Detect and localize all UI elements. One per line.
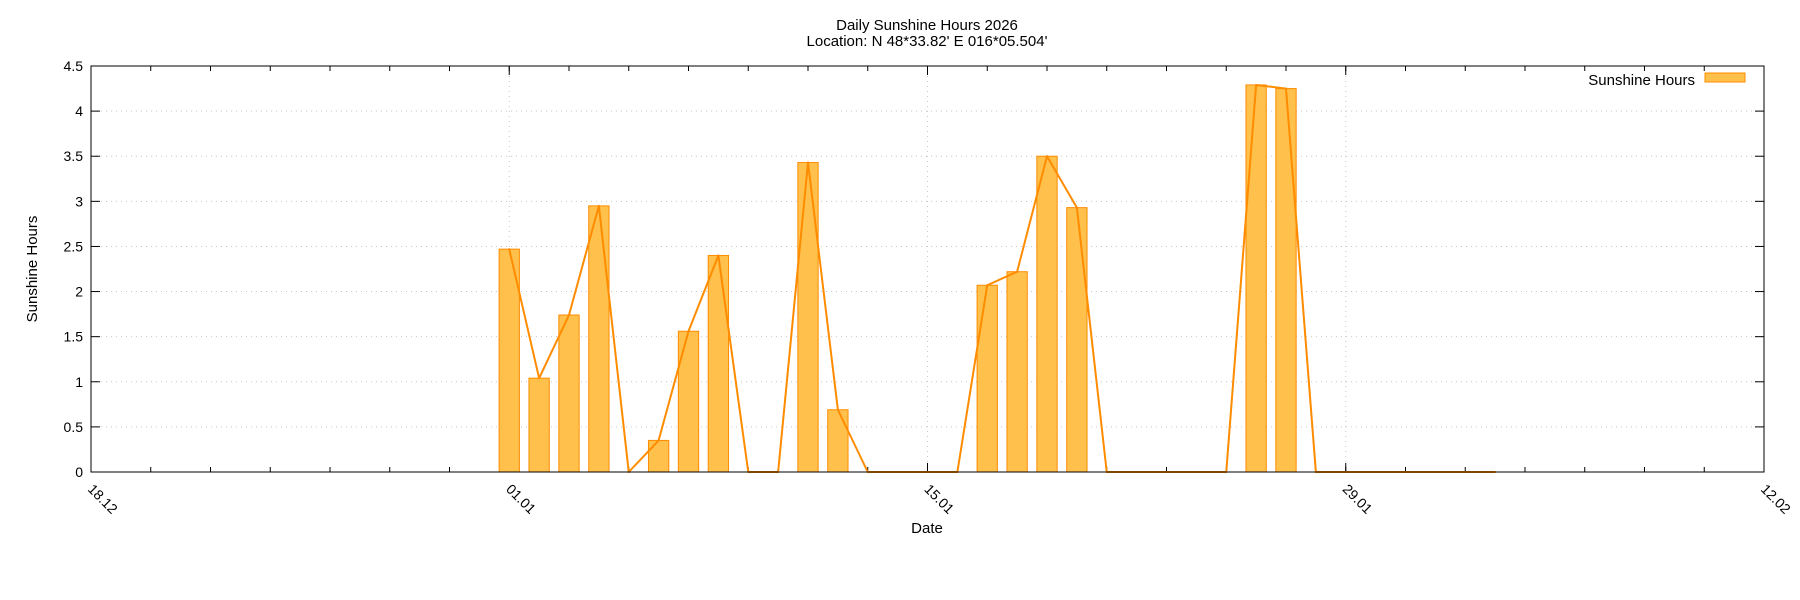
line-segment (1016, 155, 1048, 273)
y-tick-label: 3 (75, 193, 83, 209)
y-axis-label: Sunshine Hours (24, 216, 41, 323)
line-segment (807, 161, 839, 411)
x-tick-label: 18.12 (85, 481, 121, 517)
y-tick-label: 1 (75, 374, 83, 390)
legend-label: Sunshine Hours (1588, 72, 1695, 89)
y-tick-label: 0 (75, 464, 83, 480)
x-tick-label: 29.01 (1340, 481, 1376, 517)
bar (976, 284, 998, 473)
bar (588, 205, 610, 473)
chart-title: Daily Sunshine Hours 2026 (836, 17, 1018, 34)
bar (1275, 88, 1297, 473)
line-segment (657, 330, 690, 442)
bar (1036, 155, 1058, 473)
line-segment (717, 254, 750, 473)
x-tick-label: 12.02 (1758, 481, 1794, 517)
bar (797, 162, 819, 473)
line-segment (986, 270, 1019, 287)
bar (827, 409, 849, 473)
y-tick-label: 0.5 (64, 419, 84, 435)
legend-swatch (1704, 72, 1746, 83)
y-tick-label: 4.5 (64, 58, 84, 74)
y-tick-label: 3.5 (64, 148, 84, 164)
y-axis: 0 0.5 1 1.5 2 2.5 3 3.5 4 4.5 (64, 58, 1764, 480)
grid (91, 66, 1764, 472)
y-tick-label: 2 (75, 284, 83, 300)
x-axis-label: Date (911, 520, 943, 537)
x-tick-label: 15.01 (921, 481, 957, 517)
line-segment (1285, 87, 1317, 473)
plot-frame (90, 65, 1765, 473)
chart-subtitle: Location: N 48*33.82' E 016*05.504' (807, 33, 1048, 50)
line-segment (597, 204, 630, 473)
line-segment (777, 161, 809, 473)
line-segment (836, 408, 869, 473)
line-segment (1255, 83, 1287, 90)
line-segment (508, 248, 541, 380)
line-segment (1046, 155, 1078, 209)
line-segment (956, 284, 989, 473)
bar (1066, 207, 1088, 473)
line-segment (687, 254, 720, 333)
line-segment (627, 439, 660, 473)
y-tick-label: 2.5 (64, 238, 84, 254)
line-segment (1075, 206, 1108, 473)
bar (528, 377, 550, 473)
series-line (508, 83, 1497, 473)
line-segment (568, 204, 600, 317)
y-tick-label: 1.5 (64, 329, 84, 345)
y-tick-label: 4 (75, 103, 83, 119)
line-segment (538, 314, 570, 380)
line-segment (1225, 83, 1258, 473)
bar (647, 439, 670, 473)
bar (707, 254, 730, 473)
bars (498, 84, 1297, 473)
legend: Sunshine Hours (1588, 72, 1746, 89)
bar (1245, 84, 1267, 473)
bar (677, 330, 700, 473)
bar (1006, 271, 1028, 473)
x-tick-label: 01.01 (503, 481, 539, 517)
bar (558, 314, 580, 473)
